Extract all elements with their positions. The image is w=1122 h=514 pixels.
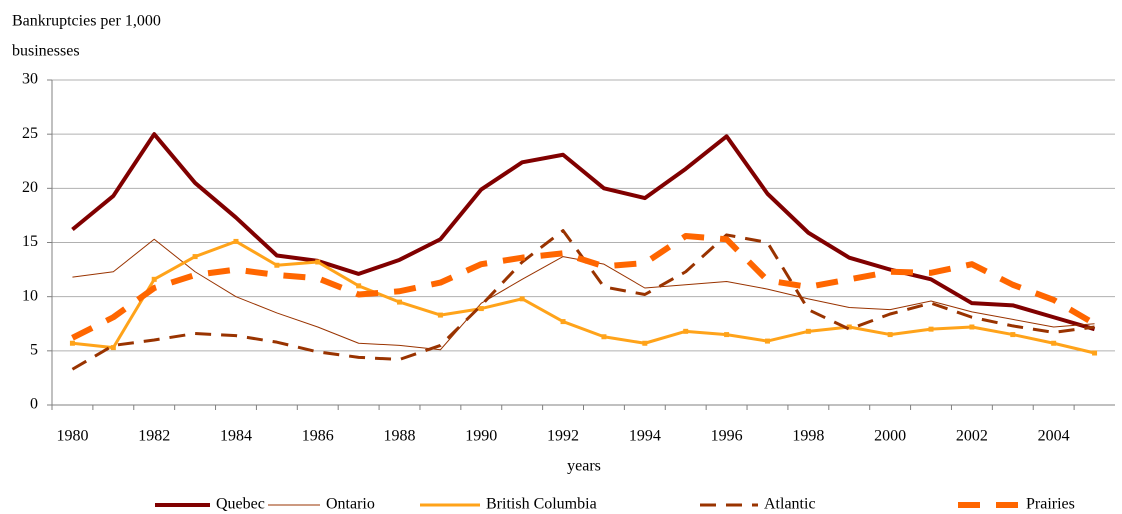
y-tick-label: 25 bbox=[22, 125, 38, 142]
legend-label: Quebec bbox=[216, 496, 265, 513]
legend-label: Atlantic bbox=[764, 496, 816, 513]
x-tick-label: 1988 bbox=[384, 428, 416, 445]
point-marker bbox=[110, 345, 116, 351]
point-marker bbox=[478, 306, 484, 312]
series-line bbox=[71, 233, 1097, 341]
x-tick-label: 1984 bbox=[220, 428, 252, 445]
legend-label: British Columbia bbox=[486, 496, 597, 513]
x-tick-label: 2004 bbox=[1038, 428, 1070, 445]
point-marker bbox=[560, 319, 566, 325]
x-tick-label: 1998 bbox=[792, 428, 824, 445]
x-tick-label: 1990 bbox=[465, 428, 497, 445]
y-tick-label: 0 bbox=[30, 396, 38, 413]
point-marker bbox=[805, 328, 811, 334]
y-tick-label: 15 bbox=[22, 233, 38, 250]
y-axis-label: Bankruptcies per 1,000 bbox=[12, 13, 161, 30]
point-marker bbox=[151, 276, 157, 282]
x-axis-label: years bbox=[567, 458, 601, 475]
point-marker bbox=[397, 299, 403, 305]
point-marker bbox=[969, 324, 975, 330]
point-marker bbox=[846, 324, 852, 330]
point-marker bbox=[764, 338, 770, 344]
legend-label: Ontario bbox=[326, 496, 375, 513]
point-marker bbox=[642, 340, 648, 346]
series-line bbox=[71, 229, 1095, 371]
x-tick-label: 2002 bbox=[956, 428, 988, 445]
x-tick-label: 1986 bbox=[302, 428, 334, 445]
point-marker bbox=[519, 296, 525, 302]
point-marker bbox=[928, 326, 934, 332]
point-marker bbox=[69, 340, 75, 346]
point-marker bbox=[887, 332, 893, 338]
point-marker bbox=[192, 254, 198, 260]
x-tick-label: 1980 bbox=[56, 428, 88, 445]
x-tick-label: 2000 bbox=[874, 428, 906, 445]
point-marker bbox=[315, 259, 321, 265]
y-tick-label: 20 bbox=[22, 179, 38, 196]
x-tick-label: 1992 bbox=[547, 428, 579, 445]
point-marker bbox=[1092, 350, 1098, 356]
point-marker bbox=[233, 238, 239, 244]
point-marker bbox=[356, 283, 362, 289]
point-marker bbox=[724, 332, 730, 338]
series-line bbox=[72, 239, 1095, 355]
y-tick-label: 30 bbox=[22, 71, 38, 88]
x-tick-label: 1996 bbox=[711, 428, 743, 445]
legend-label: Prairies bbox=[1026, 496, 1075, 513]
point-marker bbox=[437, 312, 443, 318]
x-tick-label: 1982 bbox=[138, 428, 170, 445]
point-marker bbox=[601, 334, 607, 340]
y-tick-label: 5 bbox=[30, 342, 38, 359]
point-marker bbox=[683, 328, 689, 334]
point-marker bbox=[1010, 332, 1016, 338]
point-marker bbox=[1051, 340, 1057, 346]
series-line bbox=[72, 238, 1095, 351]
y-axis-label: businesses bbox=[12, 43, 80, 60]
point-marker bbox=[274, 262, 280, 268]
y-tick-label: 10 bbox=[22, 287, 38, 304]
x-tick-label: 1994 bbox=[629, 428, 661, 445]
series-line bbox=[71, 132, 1096, 332]
